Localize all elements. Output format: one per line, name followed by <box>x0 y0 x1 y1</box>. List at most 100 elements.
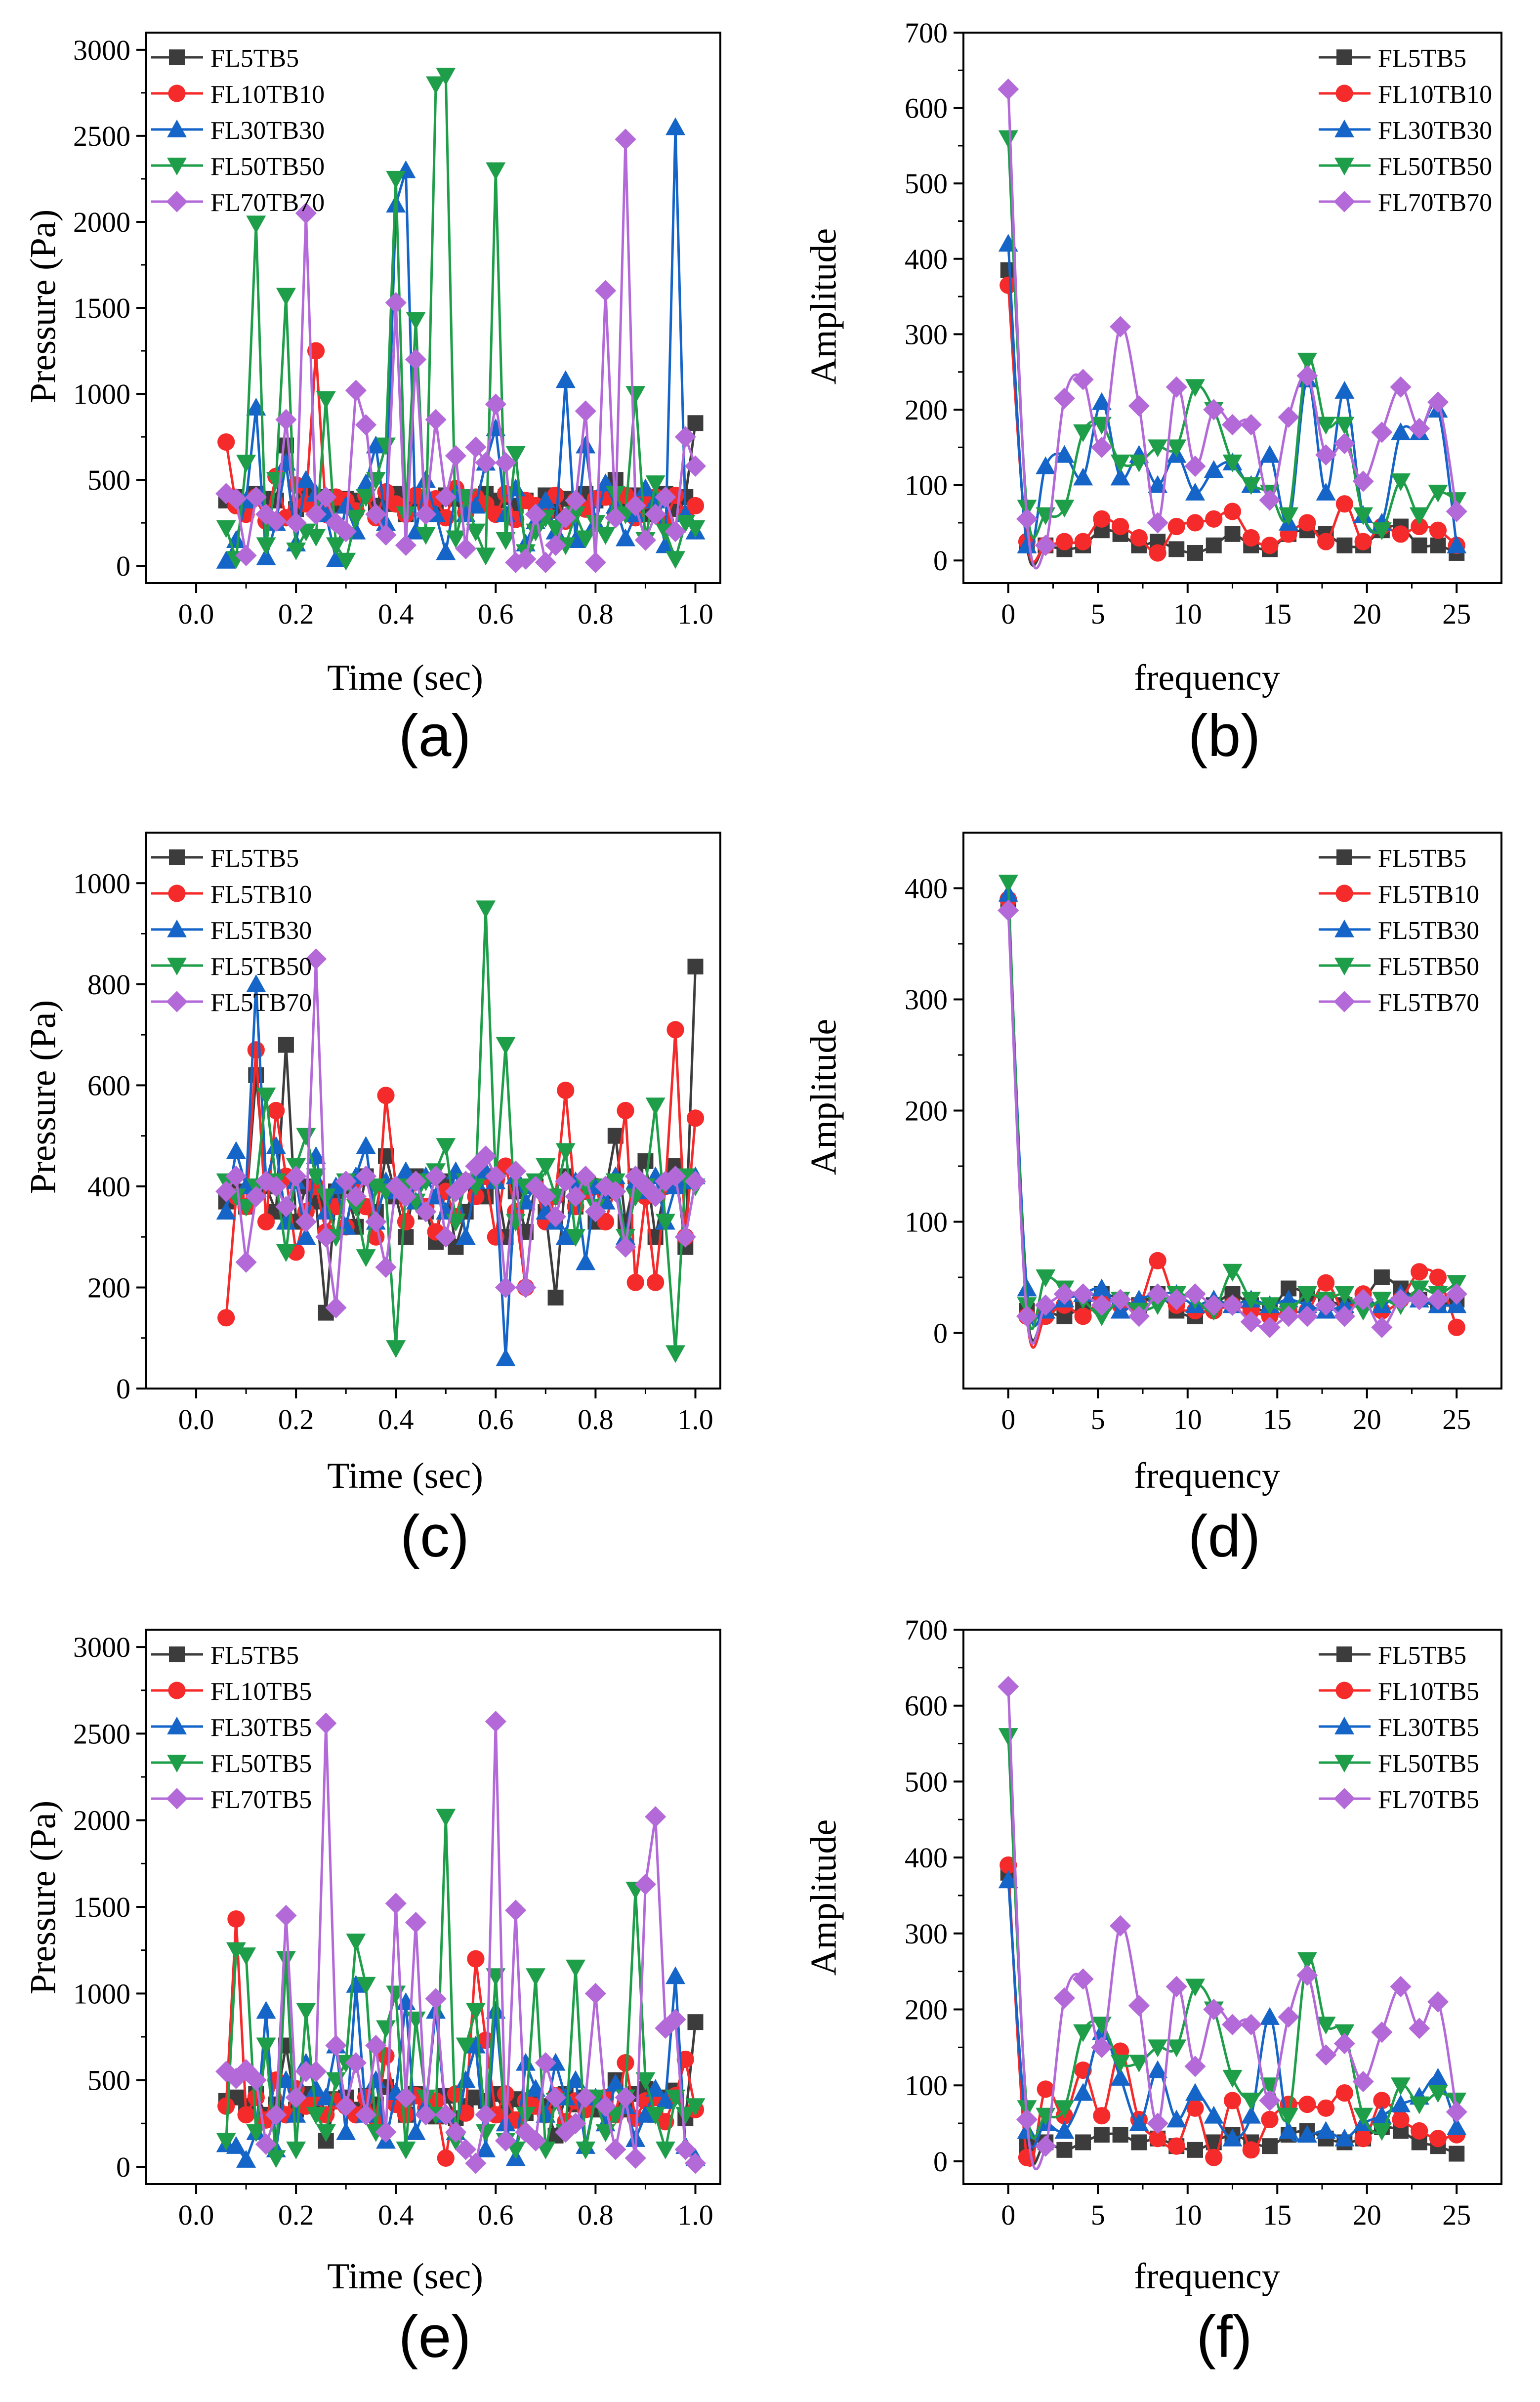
x-tick-label: 0.0 <box>178 598 214 630</box>
data-point <box>377 1087 395 1104</box>
data-point <box>1072 369 1094 390</box>
data-point <box>1428 2085 1448 2103</box>
data-point <box>257 1213 275 1231</box>
data-point <box>285 2087 307 2108</box>
data-point <box>674 1226 696 1248</box>
legend-label: FL70TB70 <box>1378 189 1492 217</box>
data-point <box>1110 1289 1131 1310</box>
data-point <box>266 1136 286 1154</box>
panel-label-f: (f) <box>1196 2304 1252 2370</box>
data-point <box>396 506 416 524</box>
data-point <box>1187 2142 1203 2158</box>
data-point <box>1260 1297 1280 1315</box>
legend-marker <box>1333 191 1355 212</box>
data-point <box>426 76 446 94</box>
legend-marker <box>1334 120 1354 137</box>
data-point <box>1110 454 1130 472</box>
data-point <box>1184 455 1206 477</box>
data-point <box>227 1910 245 1928</box>
data-point <box>225 1165 247 1187</box>
data-point <box>467 1950 485 1968</box>
data-point <box>456 2070 476 2088</box>
data-point <box>665 2009 686 2030</box>
data-point <box>1091 392 1112 410</box>
data-point <box>375 1256 397 1278</box>
data-point <box>1221 414 1244 436</box>
x-tick-label: 0 <box>1001 2199 1015 2231</box>
data-point <box>526 1968 546 1986</box>
series-FL50TB50 <box>216 68 706 571</box>
data-point <box>465 436 487 458</box>
y-tick-label: 300 <box>905 984 948 1016</box>
data-point <box>345 2052 367 2074</box>
data-point <box>265 2104 287 2126</box>
series-FL70TB70 <box>998 78 1467 570</box>
panel-c: 0.0 0.2 0.4 0.6 0.8 1.0 0 200 400 600 800 1000 FL5TB… <box>0 801 770 1601</box>
data-point <box>1353 507 1374 525</box>
data-point <box>634 1873 657 1896</box>
data-point <box>1131 2134 1147 2150</box>
y-tick-label: 200 <box>87 1271 130 1304</box>
legend-label: FL70TB70 <box>210 189 325 217</box>
y-tick-label: 3000 <box>73 1631 130 1663</box>
chart-f-svg: 0 5 10 15 20 25 0 100 200 300 400 500 600 700 FL5TB5 FL… <box>905 1614 1502 2231</box>
data-point <box>1165 376 1187 398</box>
data-point <box>998 1676 1019 1697</box>
data-point <box>395 1185 417 1207</box>
data-point <box>1390 1289 1412 1310</box>
data-point <box>476 548 496 566</box>
data-point <box>684 455 707 477</box>
data-point <box>345 1185 367 1207</box>
data-point <box>445 1180 467 1202</box>
series-line <box>1007 910 1457 1345</box>
data-point <box>1390 422 1411 440</box>
data-point <box>1298 514 1316 532</box>
x-tick-label: 0.2 <box>278 1403 314 1435</box>
data-point <box>1129 454 1149 472</box>
data-point <box>525 2130 546 2151</box>
legend-marker <box>167 120 187 137</box>
data-point <box>1261 2110 1279 2128</box>
data-point <box>576 530 596 548</box>
data-point <box>645 1806 666 1828</box>
data-point <box>1016 508 1038 530</box>
data-point <box>485 1165 506 1187</box>
y-tick-label: 300 <box>905 1918 948 1950</box>
data-point <box>1186 514 1204 532</box>
data-point <box>226 2136 246 2154</box>
data-point <box>1241 477 1261 495</box>
data-point <box>267 1101 285 1120</box>
data-point <box>674 426 696 448</box>
data-point <box>526 523 546 542</box>
data-point <box>998 875 1018 893</box>
x-tick-label: 20 <box>1353 598 1381 630</box>
data-point <box>306 2107 326 2125</box>
y-tick-label: 400 <box>905 243 948 275</box>
data-point <box>1390 473 1411 491</box>
legend-label: FL5TB70 <box>1378 989 1479 1017</box>
x-tick-label: 0.8 <box>578 1403 614 1435</box>
data-point <box>1054 2100 1075 2118</box>
legend-label: FL5TB10 <box>210 881 312 909</box>
data-point <box>1168 541 1185 557</box>
data-point <box>1260 2007 1280 2025</box>
data-point <box>1035 1294 1056 1316</box>
y-tick-label: 400 <box>87 1171 130 1203</box>
data-point <box>1036 1269 1056 1287</box>
data-point <box>395 534 417 556</box>
data-point <box>655 486 676 508</box>
data-point <box>1335 495 1353 513</box>
data-point <box>495 1276 517 1299</box>
data-point <box>635 478 656 497</box>
data-point <box>1112 2127 1128 2143</box>
data-point <box>285 512 307 534</box>
legend-marker <box>1333 1788 1355 1810</box>
data-point <box>216 2133 236 2151</box>
data-point <box>435 486 457 508</box>
legend-label: FL5TB5 <box>1378 844 1466 873</box>
data-point <box>376 2020 396 2038</box>
data-point <box>415 2104 437 2126</box>
data-point <box>385 1893 407 1914</box>
data-point <box>674 2139 696 2160</box>
x-tick-label: 0.0 <box>178 1403 214 1435</box>
